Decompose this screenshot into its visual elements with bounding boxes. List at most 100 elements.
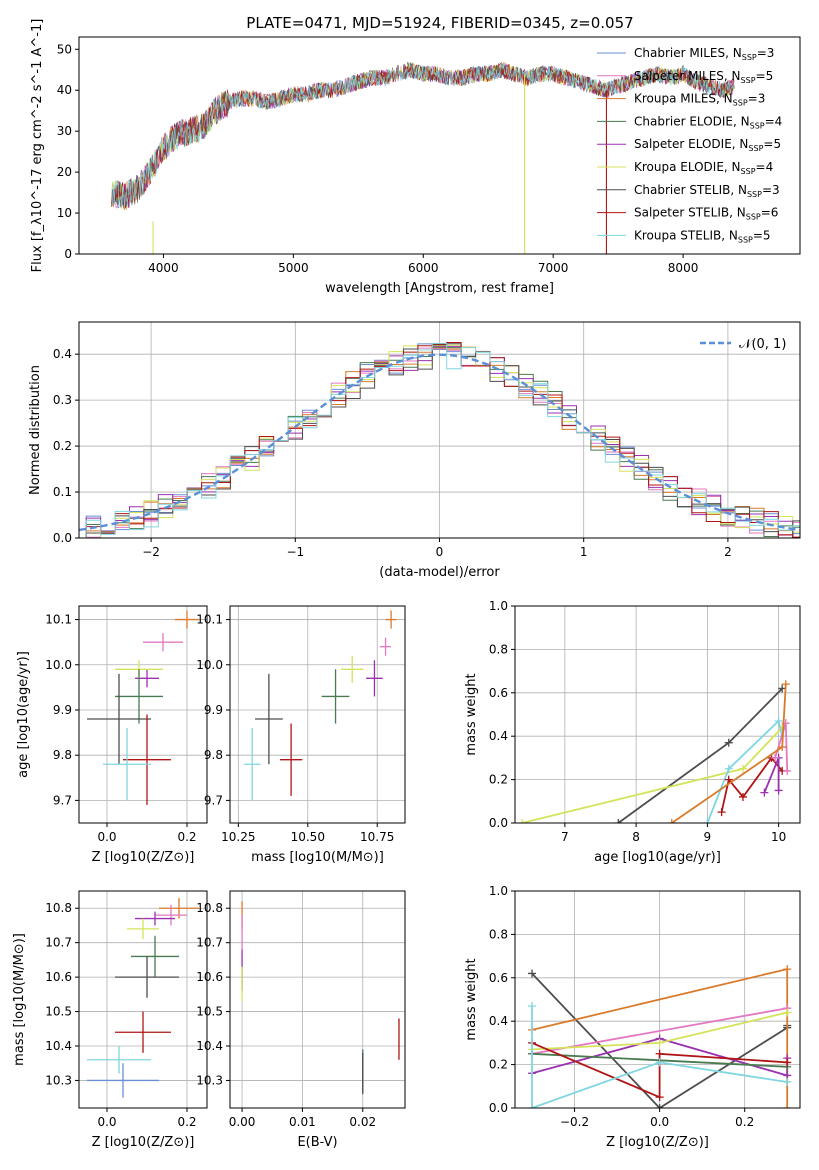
y-tick-label: 0.8	[489, 642, 508, 656]
legend-subscript: SSP	[750, 121, 765, 130]
weight-marker	[774, 717, 783, 726]
y-tick-label: 0.8	[489, 927, 508, 941]
x-tick-label: 5000	[278, 261, 309, 275]
legend-entry: Kroupa MILES, NSSP=3	[634, 92, 765, 108]
x-tick-label: 0.0	[97, 1115, 116, 1129]
legend-entry: Salpeter ELODIE, NSSP=5	[634, 137, 781, 153]
weight-marker	[655, 1104, 664, 1108]
legend-text: =3	[762, 183, 780, 197]
axes-mass_vs_Z: 0.0 0.2 10.3 10.4 10.5 10.6 10.7 10.8 Z [log10(Z…	[12, 890, 208, 1150]
legend-text: Salpeter STELIB, N	[634, 206, 746, 220]
y-tick-label: 10.1	[45, 613, 72, 627]
x-tick-label: 8	[632, 830, 640, 844]
legend-text: =3	[757, 46, 775, 60]
x-tick-label: 0.01	[289, 1115, 316, 1129]
plot-layer: 4000 5000 6000 7000 800001020304050wavelengt…	[12, 19, 801, 1150]
y-tick-label: 40	[57, 83, 72, 97]
axes-frame	[514, 605, 801, 824]
weight-marker	[528, 969, 537, 978]
spectrum-lines	[111, 61, 735, 254]
legend-text: Salpeter ELODIE, N	[634, 137, 748, 151]
y-tick-label: 0.0	[53, 531, 72, 545]
histogram-steps	[79, 341, 800, 538]
weight-lines-weight_vs_age	[518, 680, 792, 823]
errorbar-point	[155, 904, 187, 926]
errorbar-point	[87, 1063, 159, 1098]
weight-marker	[783, 1077, 792, 1086]
legend-subscript: SSP	[738, 235, 753, 244]
weight-marker	[724, 764, 733, 773]
y-tick-label: 10	[57, 206, 72, 220]
legend-text: Salpeter MILES, N	[634, 69, 741, 83]
y-tick-label: 10.7	[196, 936, 223, 950]
weight-marker	[655, 1049, 664, 1058]
axes-frame	[514, 890, 801, 1109]
errorbar-point	[87, 1046, 151, 1074]
weight-marker	[703, 819, 712, 823]
errorbar-point	[103, 728, 151, 801]
y-tick-label: 10.0	[45, 658, 72, 672]
legend-text: =4	[765, 114, 783, 128]
legend-entry: Kroupa ELODIE, NSSP=4	[634, 160, 773, 176]
weight-marker	[739, 764, 747, 773]
legend-entry: Chabrier MILES, NSSP=3	[634, 46, 774, 62]
x-tick-label: −2	[142, 545, 160, 559]
weight-marker	[783, 965, 792, 974]
legend-text: =6	[761, 206, 779, 220]
y-tick-label: 0.0	[489, 1101, 508, 1115]
y-tick-label: 10.8	[196, 901, 223, 915]
axes-frame	[78, 605, 208, 824]
legend-text: =5	[763, 137, 781, 151]
axes-histogram: −2 −1 0 1 2 0.0 0.1 0.2 0.3 0.4 (data-model)/error…	[28, 321, 801, 580]
errorbar-point	[131, 935, 179, 978]
weight-marker	[528, 1002, 537, 1011]
y-tick-label: 0.2	[489, 1058, 508, 1072]
legend-entry: Chabrier STELIB, NSSP=3	[634, 183, 780, 199]
y-tick-label: 0.6	[489, 971, 508, 985]
weight-line	[531, 1042, 788, 1099]
x-tick-label: 1	[580, 545, 588, 559]
y-tick-label: 0.2	[53, 439, 72, 453]
weight-marker	[783, 1058, 792, 1067]
legend-text: =5	[756, 69, 774, 83]
weight-marker	[724, 738, 733, 747]
x-tick-label: 0.00	[229, 1115, 256, 1129]
axes-spectrum: 4000 5000 6000 7000 8000 0 10 20 30 40 50 wavelengt…	[30, 19, 801, 296]
y-tick-label: 10.3	[196, 1073, 223, 1087]
legend-text: Kroupa MILES, N	[634, 92, 733, 106]
points-mass_vs_Z	[87, 897, 199, 1098]
y-tick-label: 10.5	[45, 1005, 72, 1019]
y-tick-label: 9.8	[53, 748, 72, 762]
errorbar-point	[115, 956, 179, 998]
x-tick-label: 7000	[538, 261, 569, 275]
legend-text: Kroupa STELIB, N	[634, 228, 738, 242]
axes-frame	[78, 890, 208, 1109]
y-axis-label: Normed distribution	[28, 365, 43, 495]
axes-age_vs_Z: 0.0 0.2 9.7 9.8 9.9 10.0 10.1 Z [log10(Z/Z⊙)] ag…	[16, 605, 208, 865]
x-tick-label: 7	[561, 830, 569, 844]
x-axis-label: Z [log10(Z/Z⊙)]	[92, 1135, 195, 1150]
weight-marker	[760, 788, 769, 797]
axes-frame	[229, 890, 406, 1109]
legend-text: Kroupa ELODIE, N	[634, 160, 741, 174]
y-axis-label: mass [log10(M/M⊙)]	[12, 933, 27, 1066]
errorbar-point	[175, 610, 199, 629]
spectrum-line	[111, 62, 735, 207]
y-tick-label: 10.0	[196, 658, 223, 672]
spectrum-legend: Chabrier MILES, NSSP=3 Salpeter MILES, N S…	[597, 46, 782, 244]
weight-marker	[771, 753, 780, 762]
weight-marker	[518, 819, 527, 823]
y-axis-label: mass weight	[464, 958, 479, 1040]
y-tick-label: 10.3	[45, 1073, 72, 1087]
points-mass_vs_ebv	[241, 901, 400, 1095]
x-tick-label: 6000	[408, 261, 439, 275]
weight-marker	[614, 819, 623, 823]
y-tick-label: 0.3	[53, 393, 72, 407]
figure-title: PLATE=0471, MJD=51924, FIBERID=0345, z=0…	[246, 14, 633, 32]
x-axis-label: age [log10(age/yr)]	[594, 850, 721, 865]
x-tick-label: 10.25	[221, 830, 255, 844]
x-tick-label: 0.2	[735, 1115, 754, 1129]
y-tick-label: 10.4	[196, 1039, 223, 1053]
errorbar-point	[366, 660, 383, 697]
